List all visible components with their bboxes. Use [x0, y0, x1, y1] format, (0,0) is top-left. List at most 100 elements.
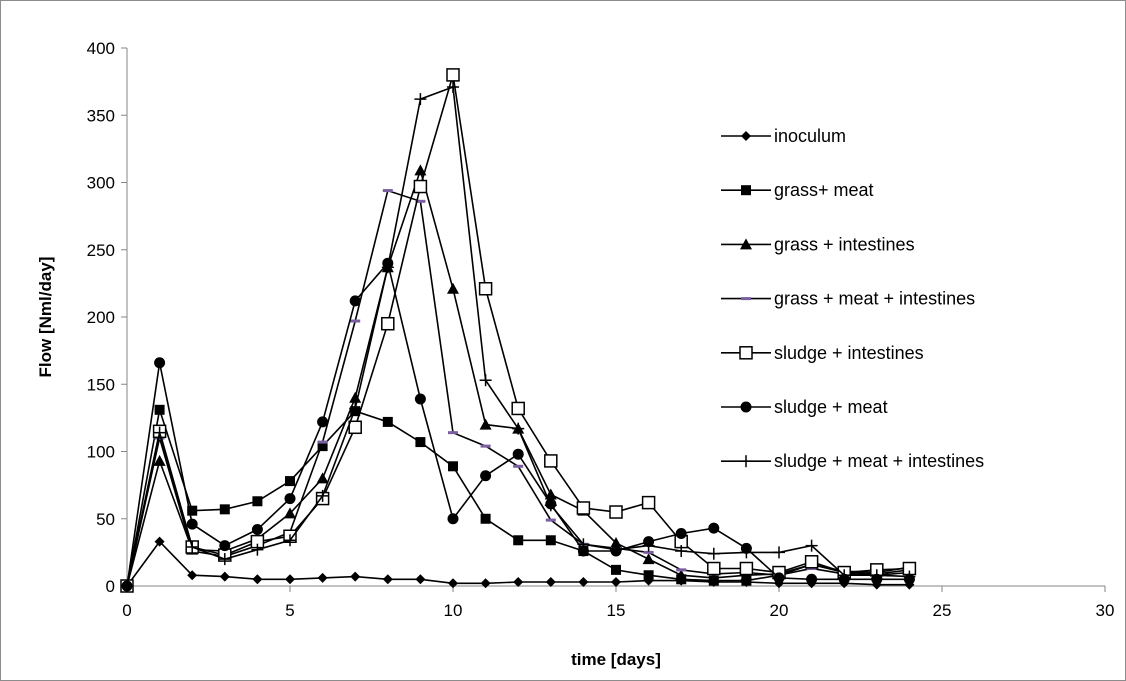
y-tick-label: 50: [96, 510, 115, 529]
data-point-triangle: [349, 391, 362, 403]
data-point-circle: [251, 524, 263, 536]
data-point-plus: [903, 570, 916, 583]
data-point-circle: [480, 470, 492, 482]
data-point-circle: [284, 493, 296, 505]
data-point-circle: [154, 357, 166, 369]
data-point-plus: [642, 539, 655, 552]
data-point-square: [285, 476, 295, 487]
data-point-open-square: [446, 68, 460, 82]
data-point-open-square: [381, 316, 395, 331]
data-point-diamond: [545, 576, 556, 587]
data-point-triangle: [316, 472, 329, 484]
data-point-circle: [577, 545, 589, 557]
data-point-triangle: [414, 164, 427, 176]
x-tick-label: 0: [122, 601, 131, 620]
data-point-diamond: [317, 572, 328, 583]
y-tick-label: 250: [87, 241, 115, 260]
data-point-circle: [414, 393, 426, 405]
data-point-square: [741, 185, 751, 196]
series-line: [126, 74, 910, 587]
data-point-square: [643, 570, 654, 581]
data-point-diamond: [741, 131, 751, 141]
data-point-triangle: [479, 418, 492, 430]
y-tick-label: 100: [87, 443, 115, 462]
data-point-open-square: [707, 561, 721, 576]
legend-entry: inoculum: [721, 126, 846, 146]
data-point-circle: [773, 572, 785, 584]
data-point-plus: [805, 539, 818, 552]
data-point-triangle: [675, 569, 688, 581]
y-tick-label: 400: [87, 39, 115, 58]
data-point-square: [317, 441, 328, 452]
data-point-circle: [317, 416, 329, 428]
data-point-square: [741, 575, 752, 586]
data-point-square: [611, 564, 621, 575]
legend-label: sludge + intestines: [774, 343, 924, 363]
data-point-circle: [740, 401, 752, 413]
data-point-square: [252, 496, 263, 507]
y-tick-label: 300: [87, 174, 115, 193]
data-point-circle: [512, 448, 524, 460]
data-point-plus: [284, 534, 296, 547]
data-point-open-square: [804, 555, 819, 569]
data-point-circle: [708, 522, 720, 534]
data-point-plus: [675, 545, 688, 558]
data-point-open-square: [739, 346, 753, 360]
data-point-plus: [707, 547, 720, 560]
data-point-diamond: [219, 571, 230, 582]
data-point-diamond: [252, 574, 263, 585]
data-point-square: [382, 416, 393, 427]
data-point-plus: [153, 426, 166, 439]
x-tick-label: 25: [933, 601, 952, 620]
data-point-square: [513, 535, 524, 546]
data-point-plus: [186, 540, 199, 553]
series-layer: [120, 68, 917, 593]
data-point-diamond: [611, 576, 621, 587]
x-tick-label: 20: [770, 601, 789, 620]
legend-label: grass + meat + intestines: [774, 289, 975, 309]
data-point-diamond: [415, 574, 426, 585]
data-point-triangle: [610, 536, 622, 548]
data-point-square: [219, 504, 230, 515]
data-point-plus: [838, 569, 851, 582]
series-line: [126, 167, 910, 587]
data-point-circle: [675, 528, 687, 540]
series-line: [126, 409, 910, 587]
legend-entry: grass+ meat: [721, 180, 874, 200]
legend-label: grass+ meat: [774, 180, 874, 200]
data-point-open-square: [576, 501, 591, 515]
data-point-triangle: [447, 282, 459, 294]
legend: inoculum grass+ meat grass + intestines gra…: [721, 126, 984, 471]
data-point-open-square: [609, 505, 623, 519]
data-point-plus: [218, 553, 231, 566]
legend-label: grass + intestines: [774, 234, 915, 254]
data-point-diamond: [154, 536, 165, 547]
data-point-triangle: [153, 454, 166, 466]
data-point-open-square: [478, 282, 493, 296]
data-point-diamond: [285, 574, 295, 585]
data-point-square: [545, 535, 556, 546]
data-point-open-square: [511, 401, 525, 416]
y-tick-label: 150: [87, 375, 115, 394]
data-point-plus: [610, 543, 622, 556]
axes: 0 50 100 150 200 250 300 350 400 0 5 10 15 20 25 30: [87, 39, 1115, 620]
data-point-diamond: [578, 576, 589, 587]
data-point-plus: [479, 374, 492, 387]
data-point-circle: [186, 518, 198, 530]
y-tick-label: 200: [87, 308, 115, 327]
data-point-square: [448, 461, 458, 472]
data-point-circle: [219, 540, 231, 552]
data-point-plus: [316, 489, 329, 502]
data-point-triangle: [642, 553, 655, 565]
data-point-triangle: [707, 571, 720, 583]
legend-label: sludge + meat: [774, 397, 888, 417]
data-point-open-square: [348, 420, 362, 435]
data-point-plus: [349, 402, 362, 415]
legend-label: sludge + meat + intestines: [774, 451, 984, 471]
data-point-diamond: [448, 578, 458, 589]
data-point-plus: [544, 499, 557, 512]
data-point-plus: [121, 580, 133, 592]
data-point-circle: [349, 295, 361, 307]
